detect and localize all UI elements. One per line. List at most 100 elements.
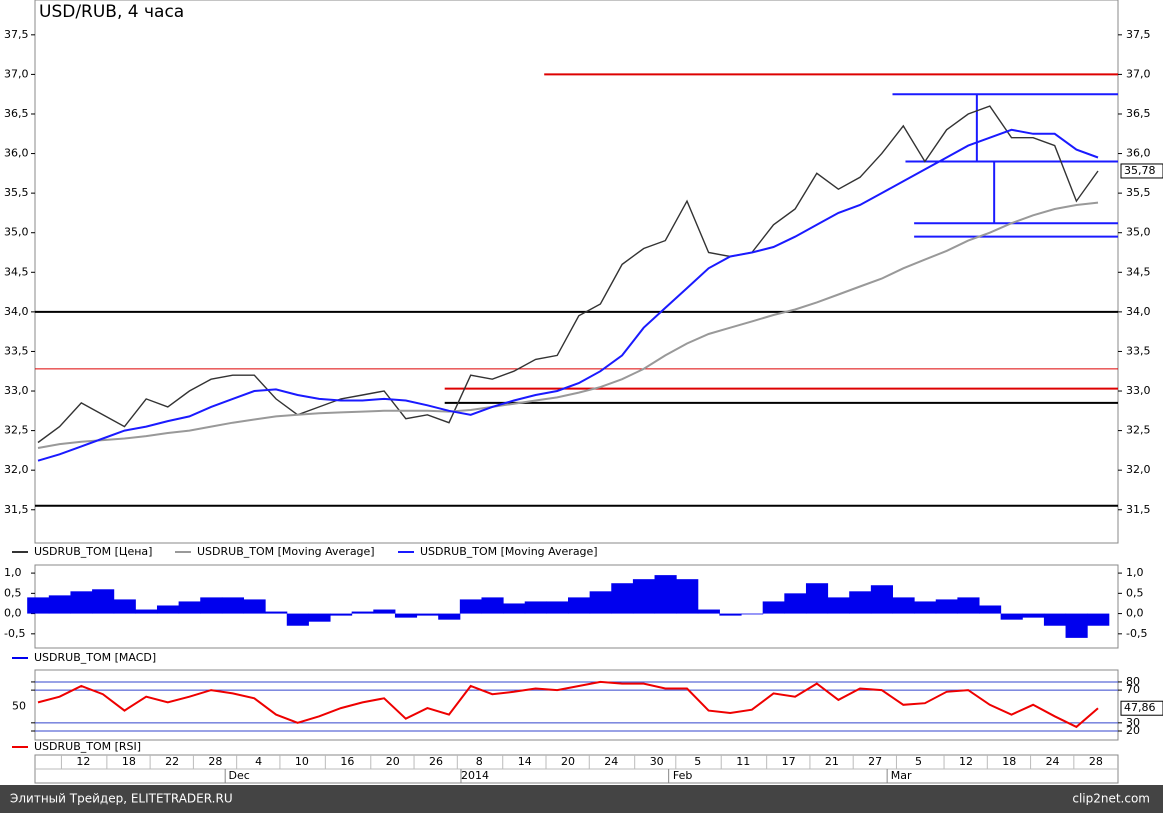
value-label-box xyxy=(1120,700,1163,716)
y-tick-label: 37,0 xyxy=(4,67,29,80)
legend-entry: USDRUB_TOM [Moving Average] xyxy=(197,545,375,558)
y-tick-label: 32,5 xyxy=(1126,424,1151,437)
histogram-bar xyxy=(676,579,699,614)
x-tick-label: 5 xyxy=(694,755,701,768)
histogram-bar xyxy=(178,601,201,614)
histogram-bar xyxy=(135,609,158,614)
y-tick-label: 0,0 xyxy=(4,607,22,620)
histogram-bar xyxy=(914,601,937,614)
histogram-bar xyxy=(481,597,504,614)
histogram-bar xyxy=(113,599,136,614)
histogram-bar xyxy=(892,597,915,614)
histogram-bar xyxy=(589,591,612,614)
y-tick-label: 35,0 xyxy=(1126,226,1151,239)
y-tick-label: 36,0 xyxy=(1126,147,1151,160)
histogram-bar xyxy=(48,595,71,614)
y-tick-label: 32,0 xyxy=(4,463,29,476)
histogram-bar xyxy=(373,609,396,614)
y-tick-label: 36,0 xyxy=(4,147,29,160)
footer-left: Элитный Трейдер, ELITETRADER.RU xyxy=(10,792,233,806)
histogram-bar xyxy=(351,611,374,614)
series-line xyxy=(37,128,1099,462)
histogram-bar xyxy=(611,583,634,614)
histogram-bar xyxy=(849,591,872,614)
y-tick-label: 34,5 xyxy=(1126,265,1151,278)
histogram-bar xyxy=(416,613,439,616)
y-tick-label: 33,0 xyxy=(4,384,29,397)
x-tick-label: 24 xyxy=(1046,755,1060,768)
y-tick-label: 35,5 xyxy=(1126,186,1151,199)
x-tick-label: 18 xyxy=(1002,755,1016,768)
histogram-bar xyxy=(70,591,93,614)
y-tick-label: 34,0 xyxy=(1126,305,1151,318)
legend-entry: USDRUB_TOM [Цена] xyxy=(34,545,152,558)
histogram-bar xyxy=(221,597,245,614)
x-tick-label: 16 xyxy=(340,755,354,768)
x-month-label: 2014 xyxy=(461,769,489,782)
panel-frame xyxy=(34,669,1119,741)
histogram-bar xyxy=(827,597,850,614)
x-tick-label: 27 xyxy=(868,755,882,768)
x-tick-label: 26 xyxy=(429,755,443,768)
y-tick-label: 34,5 xyxy=(4,265,29,278)
histogram-bar xyxy=(979,605,1002,614)
histogram-bar xyxy=(92,589,115,614)
series-line xyxy=(37,105,1099,444)
histogram-bar xyxy=(957,597,980,614)
x-tick-label: 10 xyxy=(295,755,309,768)
histogram-bar xyxy=(784,593,807,614)
y-tick-label: 1,0 xyxy=(1126,566,1144,579)
y-tick-label: 36,5 xyxy=(4,107,29,120)
x-tick-label: 30 xyxy=(650,755,664,768)
x-month-label: Mar xyxy=(891,769,912,782)
y-tick-label: 36,5 xyxy=(1126,107,1151,120)
y-tick-label: 80 xyxy=(1126,675,1140,688)
histogram-bar xyxy=(265,611,288,614)
x-month-label: Feb xyxy=(673,769,692,782)
x-tick-label: 17 xyxy=(782,755,796,768)
y-tick-label: 33,5 xyxy=(4,344,29,357)
y-tick-label: 33,5 xyxy=(1126,344,1151,357)
legend-entry: USDRUB_TOM [Moving Average] xyxy=(420,545,598,558)
histogram-bar xyxy=(762,601,785,614)
x-tick-label: 4 xyxy=(255,755,262,768)
y-tick-label: 31,5 xyxy=(1126,503,1151,516)
x-tick-label: 18 xyxy=(122,755,136,768)
y-tick-label: 20 xyxy=(1126,724,1140,737)
histogram-bar xyxy=(438,613,461,620)
title-box xyxy=(36,1,216,23)
histogram-bar xyxy=(156,605,180,614)
y-tick-label: 37,5 xyxy=(1126,28,1151,41)
histogram-bar xyxy=(546,601,569,614)
histogram-bar xyxy=(1065,613,1088,638)
histogram-bar xyxy=(243,599,266,614)
histogram-bar xyxy=(632,579,656,614)
legend-entry: USDRUB_TOM [MACD] xyxy=(34,651,156,664)
histogram-bar xyxy=(200,597,223,614)
y-tick-label: -0,5 xyxy=(1126,627,1147,640)
x-month-label: Dec xyxy=(229,769,250,782)
series-line xyxy=(37,680,1099,729)
x-tick-label: 28 xyxy=(208,755,222,768)
histogram-bar xyxy=(308,613,331,622)
y-tick-label: 32,5 xyxy=(4,424,29,437)
histogram-bar xyxy=(568,597,591,614)
y-tick-label: 0,5 xyxy=(1126,586,1144,599)
histogram-bar xyxy=(394,613,418,618)
x-tick-label: 11 xyxy=(736,755,750,768)
footer-right[interactable]: clip2net.com xyxy=(1072,792,1150,806)
histogram-bar xyxy=(1022,613,1045,618)
x-tick-label: 28 xyxy=(1089,755,1103,768)
histogram-bar xyxy=(654,575,677,614)
x-tick-label: 8 xyxy=(476,755,483,768)
x-tick-label: 21 xyxy=(825,755,839,768)
histogram-bar xyxy=(503,603,526,614)
histogram-bar xyxy=(805,583,829,614)
y-tick-label: 30 xyxy=(1126,716,1140,729)
histogram-bar xyxy=(286,613,309,626)
y-tick-label: -0,5 xyxy=(4,627,25,640)
y-tick-label: 37,5 xyxy=(4,28,29,41)
footer-bar xyxy=(0,785,1163,813)
x-tick-label: 14 xyxy=(518,755,532,768)
